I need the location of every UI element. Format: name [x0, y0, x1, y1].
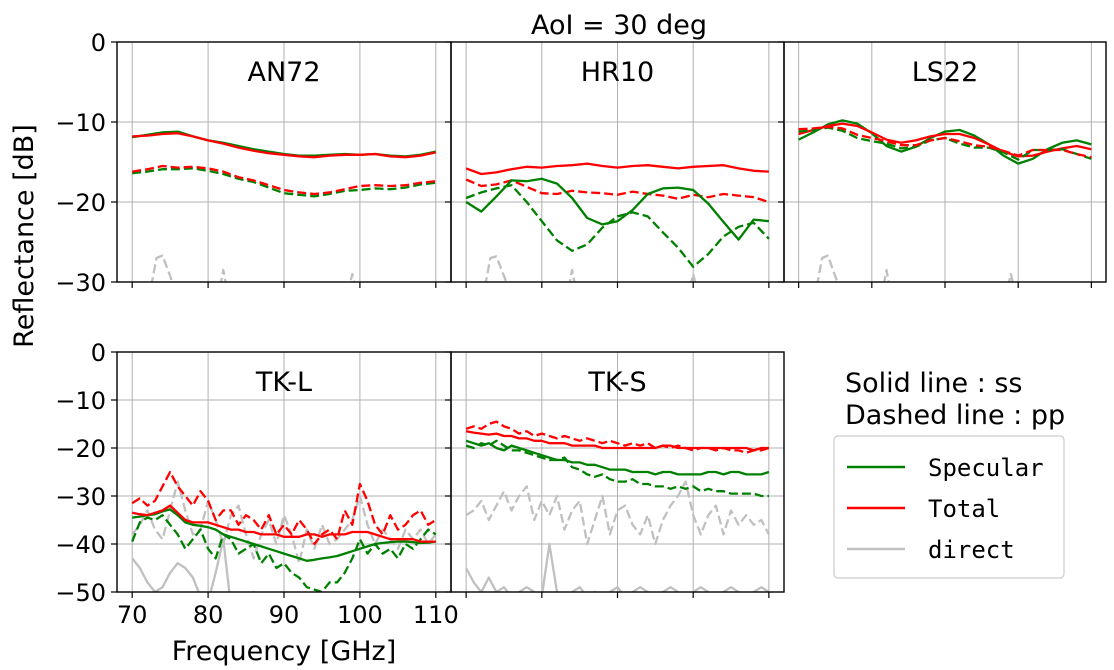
- x-tick-label: 100: [337, 601, 383, 629]
- panel-tk-s: TK-S: [445, 351, 785, 598]
- y-tick-label: −30: [55, 483, 106, 511]
- y-tick-label: −50: [55, 579, 106, 607]
- series-line-specular-ss: [465, 177, 770, 241]
- series-line-total-ss: [132, 132, 437, 159]
- series-line-total-ss: [131, 504, 436, 543]
- y-tick-label: −20: [55, 189, 106, 217]
- series-group: [132, 130, 437, 282]
- series-line-total-pp: [798, 125, 1092, 159]
- series-line-specular-pp: [131, 514, 437, 592]
- y-tick-label: −10: [55, 387, 106, 415]
- panel-title: TK-L: [255, 367, 312, 398]
- legend-frame: [833, 435, 1065, 579]
- series-line-specular-ss: [465, 439, 770, 476]
- series-line-total-ss: [798, 122, 1092, 158]
- panel-an72: 0 −10 −20 −30 AN72: [55, 29, 452, 297]
- series-line-direct-pp: [484, 255, 697, 282]
- series-line-direct-ss: [131, 538, 362, 592]
- series-group: [131, 470, 437, 592]
- figure-suptitle: AoI = 30 deg: [531, 10, 707, 41]
- annotation-dashed-line: Dashed line : pp: [845, 400, 1065, 431]
- y-axis-label: Reflectance [dB]: [9, 124, 40, 348]
- series-line-direct-pp: [465, 480, 770, 546]
- series-line-direct-ss: [465, 542, 770, 592]
- panel-title: LS22: [912, 57, 979, 88]
- series-line-direct-pp: [816, 254, 1014, 282]
- series-group: [465, 162, 770, 282]
- series-line-total-pp: [465, 420, 770, 454]
- panel-tk-l: 0 −10 −20 −30 −40 −50 70 80 90 100 110 TK-L: [55, 339, 458, 629]
- legend-label-total: Total: [928, 495, 1000, 523]
- panel-title: AN72: [247, 57, 320, 88]
- panel-hr10: HR10: [445, 41, 785, 288]
- y-tick-label: 0: [91, 29, 106, 57]
- series-group: [798, 119, 1092, 282]
- series-line-total-ss: [465, 430, 769, 452]
- panel-title: HR10: [581, 57, 654, 88]
- y-tick-label: −10: [55, 109, 106, 137]
- legend: Specular Total direct: [833, 435, 1065, 579]
- y-tick-label: −30: [55, 269, 106, 297]
- panel-ls22: LS22: [778, 41, 1107, 288]
- annotation-solid-line: Solid line : ss: [845, 368, 1023, 399]
- panels: 0 −10 −20 −30 AN72 HR10 LS22 0 −10 −20 −30 −40 −50 70…: [55, 29, 1107, 629]
- y-tick-label: 0: [91, 339, 106, 367]
- series-line-direct-pp: [150, 254, 356, 282]
- x-axis-label: Frequency [GHz]: [172, 636, 397, 667]
- series-line-total-pp: [465, 178, 770, 204]
- x-tick-label: 110: [413, 601, 459, 629]
- series-line-specular-ss: [132, 508, 436, 562]
- x-tick-label: 70: [117, 601, 148, 629]
- x-tick-label: 80: [193, 601, 224, 629]
- y-tick-label: −40: [55, 531, 106, 559]
- series-line-specular-pp: [465, 439, 769, 498]
- series-line-specular-pp: [465, 184, 770, 268]
- legend-label-direct: direct: [928, 536, 1015, 564]
- legend-label-specular: Specular: [928, 454, 1044, 482]
- series-line-total-pp: [131, 470, 437, 546]
- x-tick-label: 90: [269, 601, 300, 629]
- series-group: [465, 420, 770, 592]
- y-tick-label: −20: [55, 435, 106, 463]
- series-line-direct-pp: [131, 480, 437, 565]
- series-line-total-ss: [465, 162, 769, 176]
- panel-title: TK-S: [587, 367, 646, 398]
